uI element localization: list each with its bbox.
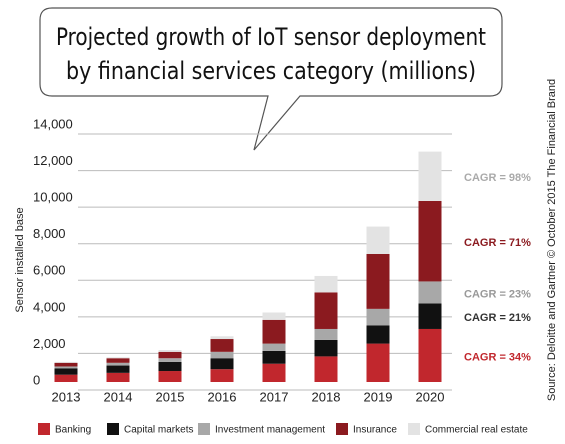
- speech-bubble: [39, 7, 503, 151]
- y-axis-label: Sensor installed base: [14, 207, 26, 312]
- legend-label: Capital markets: [124, 425, 193, 436]
- bar-segment: [418, 151, 442, 201]
- bar-segment: [262, 319, 286, 344]
- x-tick-label: 2019: [364, 389, 393, 404]
- bar-segment: [210, 351, 234, 359]
- y-tick-label: 4,000: [33, 299, 66, 314]
- bar-segment: [158, 358, 182, 362]
- bar-segment: [54, 374, 78, 382]
- bar-segment: [106, 358, 130, 363]
- bar-segment: [210, 339, 234, 352]
- bar-segment: [366, 343, 390, 382]
- bar-segment: [210, 369, 234, 382]
- y-tick-label: 6,000: [33, 263, 66, 278]
- bar-segment: [314, 275, 338, 293]
- x-tick-label: 2013: [52, 389, 81, 404]
- legend-swatch: [408, 423, 420, 435]
- legend-label: Banking: [55, 425, 91, 436]
- bar-segment: [54, 368, 78, 375]
- bar-segment: [106, 365, 130, 373]
- legend-label: Investment management: [215, 425, 325, 436]
- bar-segment: [54, 361, 78, 363]
- bar-segment: [262, 312, 286, 320]
- legend-label: Insurance: [353, 425, 397, 436]
- y-tick-label: 2,000: [33, 336, 66, 351]
- bar-segment: [262, 363, 286, 382]
- bar-segment: [418, 328, 442, 382]
- cagr-annotation: CAGR = 23%: [464, 288, 531, 300]
- chart-title: Projected growth of IoT sensor deploymen…: [56, 23, 486, 51]
- bar-segment: [158, 371, 182, 382]
- source-note: Source: Deloitte and Gartner © October 2…: [546, 79, 558, 401]
- bar-segment: [366, 254, 390, 309]
- y-tick-label: 14,000: [33, 116, 73, 131]
- bar-segment: [314, 292, 338, 329]
- x-tick-label: 2017: [260, 389, 289, 404]
- bar-segment: [418, 200, 442, 282]
- legend-swatch: [107, 423, 119, 435]
- bar-segment: [314, 356, 338, 382]
- bar-segment: [106, 362, 130, 366]
- bar-segment: [262, 350, 286, 364]
- bar-segment: [54, 366, 78, 369]
- x-tick-label: 2016: [208, 389, 237, 404]
- bar-segment: [366, 308, 390, 326]
- x-tick-label: 2015: [156, 389, 185, 404]
- bar-segment: [418, 281, 442, 304]
- cagr-annotation: CAGR = 21%: [464, 312, 531, 324]
- chart-title: by financial services category (millions…: [66, 57, 476, 85]
- bar-segment: [106, 357, 130, 359]
- bar-segment: [366, 325, 390, 344]
- y-tick-label: 12,000: [33, 153, 73, 168]
- bar-segment: [54, 362, 78, 367]
- cagr-annotation: CAGR = 34%: [464, 351, 531, 363]
- bar-segment: [418, 303, 442, 329]
- legend-swatch: [198, 423, 210, 435]
- legend-swatch: [336, 423, 348, 435]
- x-tick-label: 2018: [312, 389, 341, 404]
- bar-segment: [314, 328, 338, 340]
- legend-swatch: [38, 423, 50, 435]
- x-tick-label: 2020: [416, 389, 445, 404]
- y-tick-label: 0: [33, 372, 40, 387]
- bar-segment: [158, 351, 182, 359]
- cagr-annotation: CAGR = 98%: [464, 172, 531, 184]
- bar-segment: [210, 358, 234, 370]
- x-tick-label: 2014: [104, 389, 133, 404]
- bar-segment: [314, 339, 338, 357]
- bar-segment: [262, 343, 286, 351]
- y-tick-label: 10,000: [33, 190, 73, 205]
- bar-segment: [210, 336, 234, 340]
- legend-label: Commercial real estate: [425, 425, 528, 436]
- y-tick-label: 8,000: [33, 226, 66, 241]
- bar-segment: [158, 361, 182, 372]
- bar-segment: [366, 226, 390, 254]
- cagr-annotation: CAGR = 71%: [464, 237, 531, 249]
- bar-segment: [106, 372, 130, 382]
- bar-segment: [158, 350, 182, 352]
